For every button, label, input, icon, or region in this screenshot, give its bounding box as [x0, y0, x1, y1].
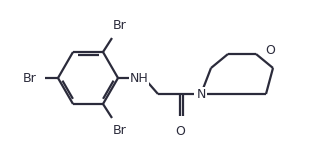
Text: N: N [196, 88, 206, 100]
Text: O: O [175, 125, 185, 138]
Text: O: O [265, 44, 275, 57]
Text: N: N [196, 88, 206, 100]
Text: NH: NH [130, 71, 149, 84]
Text: Br: Br [113, 124, 127, 137]
Text: Br: Br [113, 19, 127, 32]
Text: Br: Br [23, 71, 37, 84]
